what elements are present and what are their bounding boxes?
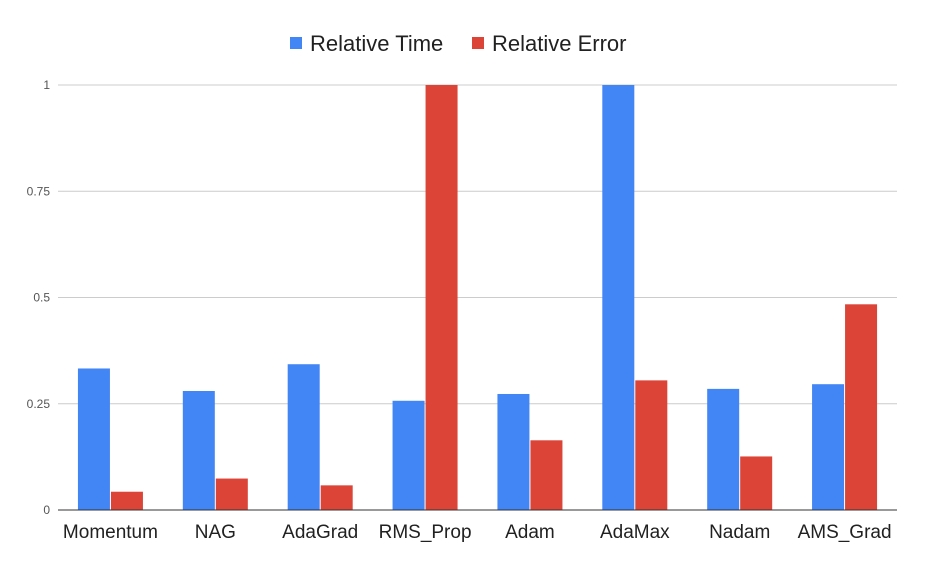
- y-tick-label: 0.25: [27, 397, 51, 411]
- x-tick-label: Nadam: [709, 522, 770, 543]
- x-axis: Momentum NAG AdaGrad RMS_Prop Adam AdaMax Nada…: [63, 522, 892, 543]
- bar-relative-error-ams_grad: [845, 304, 878, 510]
- legend-swatch: [290, 37, 302, 49]
- legend-label: Relative Time: [310, 31, 443, 56]
- bar-relative-time-rms_prop: [392, 400, 425, 510]
- bar-relative-error-nadam: [740, 456, 773, 510]
- x-tick-label: RMS_Prop: [379, 522, 472, 543]
- bar-relative-time-momentum: [77, 368, 110, 510]
- bar-relative-error-nag: [215, 478, 248, 510]
- legend: Relative Time Relative Error: [290, 31, 626, 56]
- x-tick-label: AMS_Grad: [798, 522, 892, 543]
- y-tick-label: 0.75: [27, 184, 51, 198]
- bar-relative-error-adagrad: [320, 485, 353, 510]
- x-tick-label: Momentum: [63, 522, 158, 543]
- y-tick-label: 0.5: [33, 291, 50, 305]
- y-tick-label: 1: [43, 78, 50, 92]
- bar-relative-time-adam: [497, 393, 530, 510]
- y-tick-label: 0: [43, 503, 50, 517]
- gridlines: [58, 84, 897, 405]
- legend-item-relative-time: Relative Time: [290, 31, 443, 56]
- x-tick-label: NAG: [195, 522, 236, 543]
- bar-relative-time-adamax: [602, 85, 635, 510]
- x-tick-label: AdaGrad: [282, 522, 358, 543]
- legend-label: Relative Error: [492, 31, 626, 56]
- bar-relative-error-momentum: [110, 491, 143, 510]
- legend-item-relative-error: Relative Error: [472, 31, 626, 56]
- bar-relative-error-adamax: [635, 380, 668, 510]
- bars: [77, 85, 878, 510]
- bar-relative-time-ams_grad: [812, 384, 845, 510]
- bar-relative-error-rms_prop: [425, 85, 458, 510]
- x-tick-label: AdaMax: [600, 522, 670, 543]
- legend-swatch: [472, 37, 484, 49]
- bar-relative-time-adagrad: [287, 364, 320, 510]
- bar-relative-time-nag: [182, 391, 215, 510]
- bar-relative-time-nadam: [707, 388, 740, 510]
- bar-relative-error-adam: [530, 440, 563, 510]
- x-tick-label: Adam: [505, 522, 555, 543]
- y-axis: 0 0.25 0.5 0.75 1: [27, 78, 51, 517]
